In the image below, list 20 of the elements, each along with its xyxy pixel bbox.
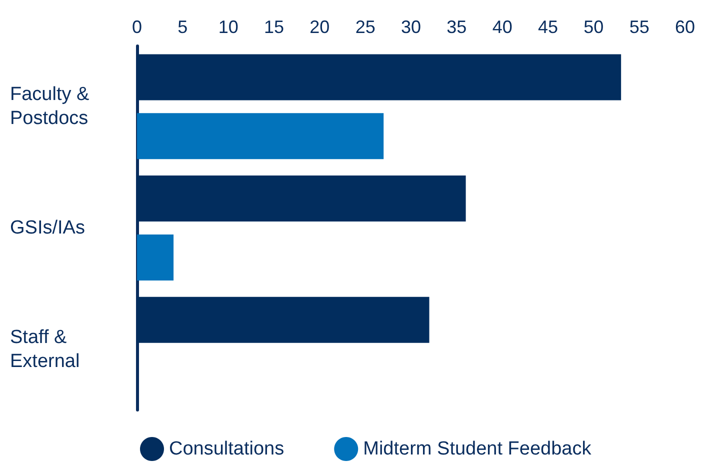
x-tick-label: 45 bbox=[538, 17, 558, 37]
x-tick-label: 60 bbox=[674, 17, 696, 37]
x-tick-label: 15 bbox=[264, 17, 284, 37]
legend-label: Midterm Student Feedback bbox=[363, 438, 592, 460]
x-tick-label: 0 bbox=[132, 17, 142, 37]
x-tick-label: 55 bbox=[629, 17, 650, 37]
x-tick-label: 25 bbox=[355, 17, 376, 37]
legend-label: Consultations bbox=[169, 438, 284, 460]
x-tick-label: 30 bbox=[400, 17, 422, 37]
bar bbox=[137, 234, 174, 280]
x-tick-label: 10 bbox=[218, 17, 238, 37]
x-tick-label: 5 bbox=[178, 17, 188, 37]
y-tick-label: GSIs/IAs bbox=[10, 218, 85, 238]
bar bbox=[137, 113, 384, 160]
x-tick-label: 35 bbox=[446, 17, 467, 37]
y-tick-label: Faculty & Postdocs bbox=[10, 84, 94, 130]
y-tick-label: Staff & External bbox=[10, 326, 80, 372]
x-tick-label: 40 bbox=[492, 17, 512, 37]
x-tick-label: 20 bbox=[310, 17, 330, 37]
x-tick-label: 50 bbox=[584, 17, 604, 37]
